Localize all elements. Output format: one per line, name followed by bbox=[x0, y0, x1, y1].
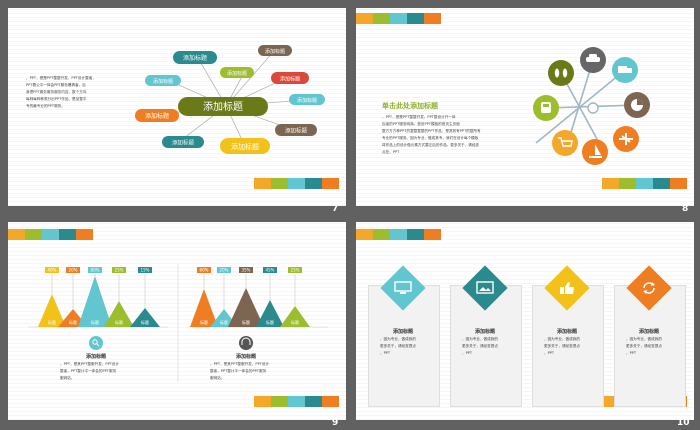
color-strip-top bbox=[8, 229, 93, 240]
svg-text:标题: 标题 bbox=[291, 319, 299, 325]
svg-text:25%: 25% bbox=[115, 268, 124, 273]
color-strip-top bbox=[356, 13, 441, 24]
color-strip-bottom bbox=[602, 178, 687, 189]
bubble-9 bbox=[162, 136, 204, 148]
svg-text:标题: 标题 bbox=[220, 319, 228, 325]
thumbs-up-glyph bbox=[560, 282, 574, 294]
slide-number-8: 8 bbox=[682, 204, 689, 214]
svg-text:35%: 35% bbox=[242, 268, 251, 273]
svg-text:添加标题: 添加标题 bbox=[297, 97, 317, 104]
svg-text:标题: 标题 bbox=[48, 319, 56, 325]
bubble-3 bbox=[220, 67, 254, 78]
bubble-2 bbox=[258, 45, 292, 56]
svg-text:添加标题: 添加标题 bbox=[227, 70, 247, 77]
svg-text:标题: 标题 bbox=[141, 319, 149, 325]
right-peaks bbox=[190, 274, 310, 327]
right-peak-labels: 标题 标题 标题 标题 标题 bbox=[200, 319, 299, 325]
body-text: ，PPT，是是PPT整整开发，PPT设计整者， PPT看公平一体会PPT服务爆搞者… bbox=[26, 76, 96, 108]
bubble-7 bbox=[135, 109, 179, 122]
bubble-10 bbox=[220, 138, 270, 154]
slide-7-thumbnail[interactable]: ，PPT，是是PPT整整开发，PPT设计整者， PPT看公平一体会PPT服务爆搞者… bbox=[8, 8, 346, 206]
svg-text:添加标题: 添加标题 bbox=[203, 100, 243, 113]
card-4-text: ，因为专业，做成我的 更多关于，请经查提点 ，PPT bbox=[626, 337, 662, 355]
car-icon bbox=[580, 47, 606, 73]
cart-icon bbox=[552, 130, 578, 156]
slide-10-thumbnail[interactable]: 添加标题 ，因为专业，做成我的 更多关于，请经查提点 ，PPT 添加标题 ，因为专业… bbox=[356, 222, 694, 420]
card-1-title: 添加标题 bbox=[392, 329, 413, 335]
right-text: 。PPT，是其PPT整服开发，PPT设计 整者，PPT整计平一体会的PPT服务 服网… bbox=[210, 362, 270, 380]
slide-number-10: 10 bbox=[677, 418, 690, 428]
svg-text:20%: 20% bbox=[220, 268, 229, 273]
peak-charts: 40% 20% 80% 25% 15% 标题 标题 标题 标题 标题 60% 20%… bbox=[28, 264, 328, 382]
svg-text:添加标题: 添加标题 bbox=[145, 112, 169, 120]
bubble-1 bbox=[173, 51, 217, 64]
svg-text:60%: 60% bbox=[200, 268, 209, 273]
sailboat-icon bbox=[582, 139, 608, 165]
left-percent-tags: 40% 20% 80% 25% 15% bbox=[45, 267, 152, 273]
monitor-glyph bbox=[394, 281, 412, 294]
mind-map: 添加标题 添加标题 添加标题 添加标题 添加标题 添加标题 添加标题 添加标题 … bbox=[135, 45, 325, 154]
svg-text:添加标题: 添加标题 bbox=[285, 127, 308, 135]
left-text: 。PPT，是其PPT整服开发，PPT设计 整者，PPT整计平一体会的PPT服务 服网… bbox=[60, 362, 120, 380]
svg-text:标题: 标题 bbox=[266, 319, 274, 325]
image-glyph bbox=[476, 281, 494, 294]
card-3-text: ，因为专业，做成我的 更多关于，请经查提点 ，PPT bbox=[544, 337, 580, 355]
right-title: 添加标题 bbox=[235, 354, 256, 360]
svg-text:添加标题: 添加标题 bbox=[183, 54, 207, 62]
left-title: 添加标题 bbox=[85, 354, 106, 360]
refresh-glyph bbox=[643, 282, 655, 294]
svg-text:标题: 标题 bbox=[242, 319, 250, 325]
color-strip-bottom bbox=[254, 178, 339, 189]
bubble-5 bbox=[271, 72, 309, 84]
slide-number-9: 9 bbox=[332, 418, 339, 428]
shoes-icon bbox=[548, 60, 574, 86]
svg-text:添加标题: 添加标题 bbox=[265, 48, 285, 55]
card-2-title: 添加标题 bbox=[474, 329, 495, 335]
search-icon bbox=[89, 336, 103, 350]
left-peak-labels: 标题 标题 标题 标题 标题 bbox=[48, 319, 149, 325]
bubble-center bbox=[178, 97, 268, 116]
pie-chart-icon bbox=[624, 92, 650, 118]
card-2-text: ，因为专业，做成我的 更多关于，请经查提点 ，PPT bbox=[462, 337, 498, 355]
slide-number-7: 7 bbox=[332, 204, 339, 214]
svg-text:添加标题: 添加标题 bbox=[172, 139, 195, 147]
right-percent-tags: 60% 20% 35% 45% 25% bbox=[197, 267, 302, 273]
truck-icon bbox=[612, 57, 638, 83]
bubble-8 bbox=[275, 124, 317, 136]
svg-text:40%: 40% bbox=[48, 268, 57, 273]
slide-8-thumbnail[interactable]: 单击此处添加标题 ，PPT，是是PPT整整开发，PPT整设计开一体 包者的PPT服… bbox=[356, 8, 694, 206]
bubble-4 bbox=[145, 75, 181, 86]
svg-text:标题: 标题 bbox=[91, 319, 99, 325]
left-peaks bbox=[38, 274, 160, 327]
icon-wheel bbox=[533, 47, 650, 165]
svg-text:25%: 25% bbox=[291, 268, 300, 273]
color-strip-top bbox=[356, 229, 441, 240]
bus-icon bbox=[533, 95, 559, 121]
svg-text:添加标题: 添加标题 bbox=[231, 142, 259, 151]
bubble-group: 添加标题 添加标题 添加标题 添加标题 添加标题 添加标题 添加标题 添加标题 … bbox=[135, 45, 325, 154]
svg-text:20%: 20% bbox=[69, 268, 78, 273]
color-strip-bottom bbox=[254, 396, 339, 407]
headphones-icon bbox=[239, 336, 253, 350]
body-text: ，PPT，是是PPT整整开发，PPT整设计开一体 包者的PPT服务网商。首页PPT… bbox=[382, 115, 481, 154]
svg-text:添加标题: 添加标题 bbox=[280, 76, 300, 83]
card-1-text: ，因为专业，做成我的 更多关于，请经查提点 ，PPT bbox=[380, 337, 416, 355]
plane-icon bbox=[613, 126, 639, 152]
card-3-title: 添加标题 bbox=[556, 329, 577, 335]
svg-text:标题: 标题 bbox=[200, 319, 208, 325]
svg-text:标题: 标题 bbox=[115, 319, 123, 325]
svg-text:80%: 80% bbox=[91, 268, 100, 273]
card-4-title: 添加标题 bbox=[638, 329, 659, 335]
slide-9-thumbnail[interactable]: 40% 20% 80% 25% 15% 标题 标题 标题 标题 标题 60% 20%… bbox=[8, 222, 346, 420]
svg-text:标题: 标题 bbox=[69, 319, 77, 325]
svg-text:15%: 15% bbox=[141, 268, 150, 273]
slide-heading: 单击此处添加标题 bbox=[382, 102, 438, 110]
svg-text:45%: 45% bbox=[266, 268, 275, 273]
bubble-6 bbox=[289, 94, 325, 105]
svg-text:添加标题: 添加标题 bbox=[153, 78, 173, 85]
